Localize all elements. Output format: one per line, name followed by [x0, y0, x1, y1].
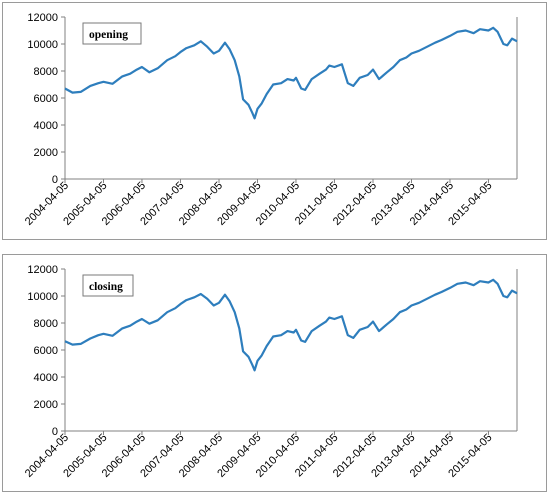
- y-tick-label: 4000: [34, 372, 58, 384]
- series-line: [64, 26, 518, 120]
- y-tick-label: 2000: [34, 147, 58, 159]
- series-line: [64, 278, 518, 372]
- y-tick-label: 4000: [34, 120, 58, 132]
- legend-box: [82, 22, 142, 45]
- y-tick-label: 2000: [34, 399, 58, 411]
- y-tick-label: 8000: [34, 66, 58, 78]
- legend: opening: [82, 22, 142, 45]
- y-tick-label: 0: [52, 174, 58, 186]
- y-tick-label: 6000: [34, 93, 58, 105]
- y-tick-label: 6000: [34, 345, 58, 357]
- legend-label: opening: [89, 29, 128, 41]
- closing-chart: 0 2000 4000 6000 8000 10000 12000 2004-04-05 20…: [2, 254, 547, 492]
- legend: closing: [82, 274, 134, 297]
- legend-label: closing: [89, 281, 123, 293]
- y-tick-label: 10000: [27, 291, 58, 303]
- y-tick-label: 0: [52, 426, 58, 438]
- y-tick-label: 10000: [27, 39, 58, 51]
- legend-box: [82, 274, 134, 297]
- y-tick-label: 12000: [27, 12, 58, 24]
- y-tick-label: 12000: [27, 264, 58, 276]
- y-tick-label: 8000: [34, 318, 58, 330]
- opening-chart: 0 2000 4000 6000 8000 10000 12000 2004-04-05 20…: [2, 2, 547, 240]
